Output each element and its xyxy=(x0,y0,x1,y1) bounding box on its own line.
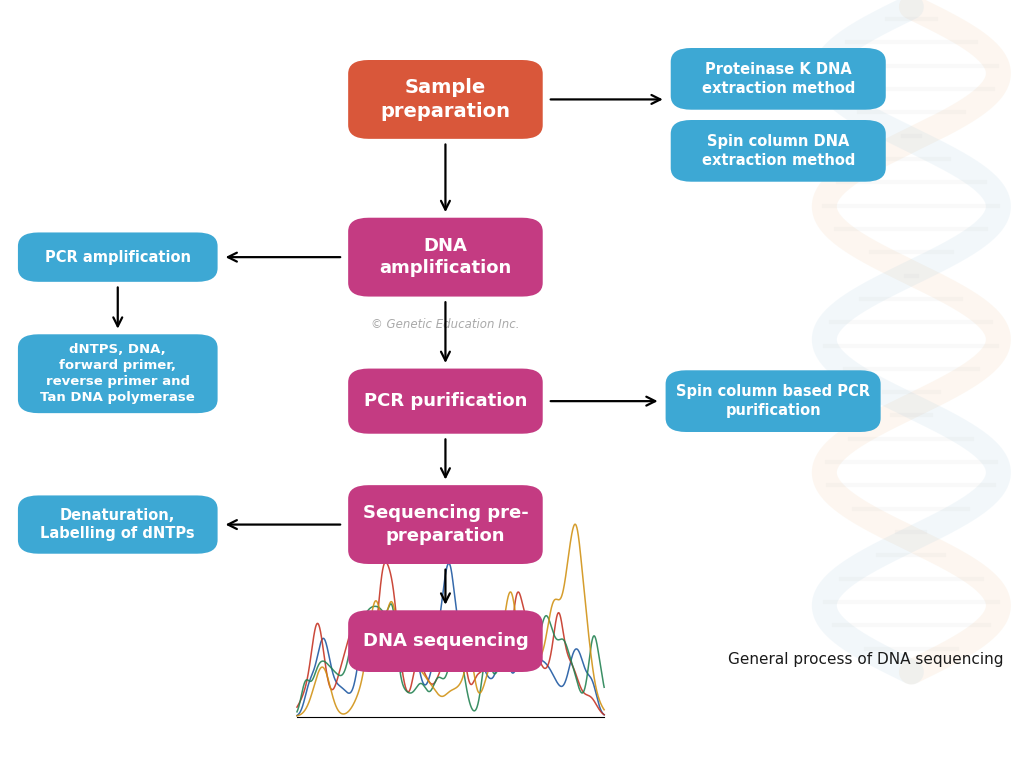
FancyBboxPatch shape xyxy=(18,233,218,282)
FancyBboxPatch shape xyxy=(348,611,543,672)
FancyBboxPatch shape xyxy=(18,495,218,554)
FancyBboxPatch shape xyxy=(671,48,886,110)
Text: © Genetic Education Inc.: © Genetic Education Inc. xyxy=(371,318,520,331)
FancyBboxPatch shape xyxy=(18,334,218,413)
Text: Spin column DNA
extraction method: Spin column DNA extraction method xyxy=(701,134,855,167)
FancyBboxPatch shape xyxy=(348,60,543,139)
Text: Proteinase K DNA
extraction method: Proteinase K DNA extraction method xyxy=(701,62,855,96)
Text: Sample
preparation: Sample preparation xyxy=(381,78,510,121)
Text: dNTPS, DNA,
forward primer,
reverse primer and
Tan DNA polymerase: dNTPS, DNA, forward primer, reverse prim… xyxy=(40,343,196,404)
FancyBboxPatch shape xyxy=(348,485,543,564)
FancyBboxPatch shape xyxy=(666,370,881,432)
Text: DNA
amplification: DNA amplification xyxy=(379,237,512,277)
FancyBboxPatch shape xyxy=(671,120,886,182)
Text: PCR purification: PCR purification xyxy=(364,392,527,410)
FancyBboxPatch shape xyxy=(348,369,543,434)
Text: PCR amplification: PCR amplification xyxy=(45,250,190,265)
Text: Sequencing pre-
preparation: Sequencing pre- preparation xyxy=(362,505,528,545)
FancyBboxPatch shape xyxy=(348,217,543,296)
Text: Denaturation,
Labelling of dNTPs: Denaturation, Labelling of dNTPs xyxy=(40,508,196,541)
Text: Spin column based PCR
purification: Spin column based PCR purification xyxy=(676,384,870,418)
Text: General process of DNA sequencing: General process of DNA sequencing xyxy=(727,652,1004,667)
Text: DNA sequencing: DNA sequencing xyxy=(362,632,528,650)
